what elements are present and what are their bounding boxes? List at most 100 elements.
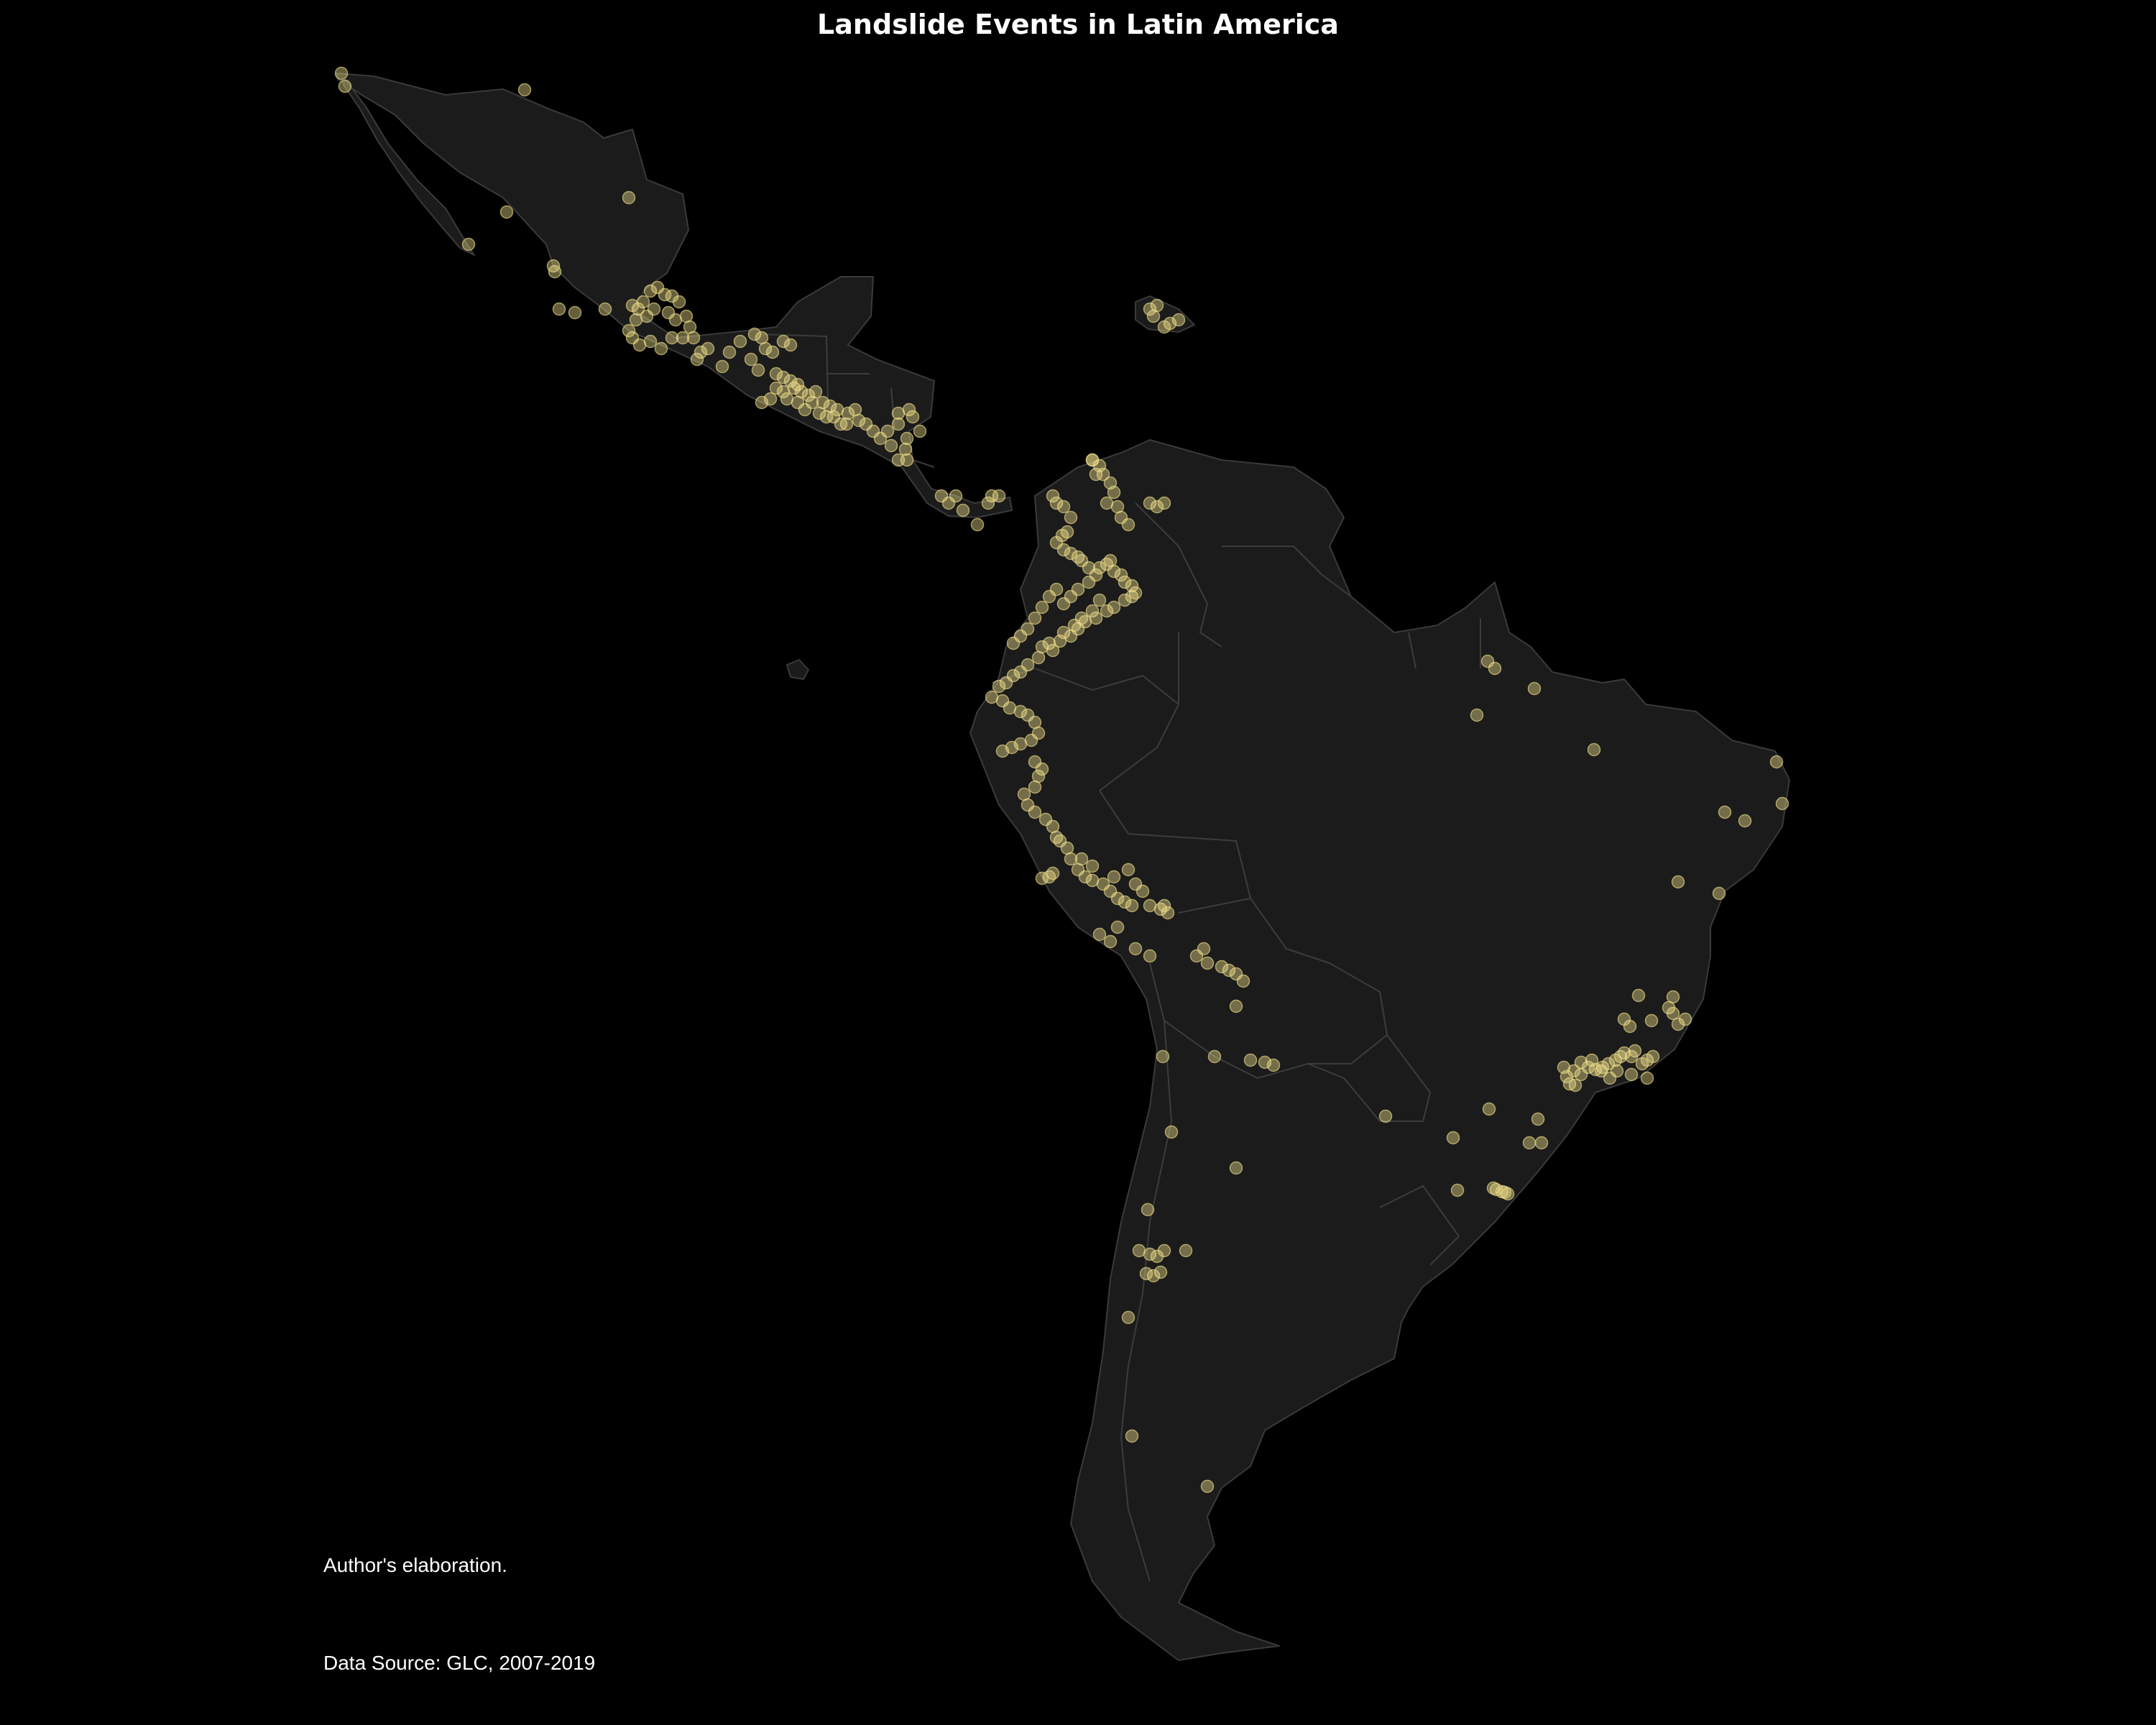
landslide-event-point (1712, 886, 1726, 901)
landslide-event-point (631, 302, 645, 316)
landslide-event-point (1215, 960, 1229, 974)
landslide-event-point (812, 406, 826, 420)
landslide-event-point (1071, 582, 1085, 597)
landslide-event-point (1006, 636, 1021, 650)
landslide-event-point (1139, 1266, 1153, 1281)
landslide-event-point (1143, 496, 1157, 510)
south-america-landmass (969, 439, 1790, 1661)
landslide-event-point (949, 489, 963, 503)
landslide-event-point (1534, 1136, 1549, 1150)
border-bolivia (1149, 897, 1388, 1080)
baja-california-landmass (343, 78, 475, 256)
landslide-event-point (1125, 1429, 1139, 1443)
landslide-event-point (1074, 852, 1089, 866)
landslide-event-point (884, 438, 898, 453)
landslide-event-point (690, 352, 704, 367)
landslide-event-point (1646, 1049, 1660, 1064)
landslide-event-point (1179, 1243, 1193, 1258)
landslide-event-point (1574, 1055, 1588, 1070)
landslide-event-point (1378, 1109, 1393, 1123)
landslide-event-point (622, 190, 636, 205)
landslide-event-point (461, 237, 476, 252)
landslide-event-point (1071, 550, 1085, 564)
landslide-event-point (1156, 1049, 1170, 1064)
landslide-event-point (1171, 313, 1186, 327)
landslide-event-point (1103, 934, 1118, 949)
landslide-event-point (898, 442, 913, 456)
landslide-event-point (1107, 600, 1121, 615)
landslide-event-point (1114, 568, 1128, 582)
landslide-event-point (1092, 561, 1107, 575)
landslide-event-point (654, 341, 668, 356)
landslide-event-point (701, 341, 715, 356)
landslide-event-point (1488, 661, 1502, 676)
landslide-event-point (1092, 593, 1107, 607)
border-paraguay (1307, 1034, 1432, 1122)
landslide-event-point (970, 518, 985, 532)
landslide-event-point (1013, 665, 1028, 679)
border-guianas (1222, 546, 1481, 669)
landslide-event-point (1644, 1013, 1659, 1028)
landslide-event-point (1064, 852, 1078, 866)
landslide-event-point (1085, 453, 1100, 467)
landslide-event-point (1128, 942, 1143, 956)
landslide-event-point (1089, 568, 1103, 582)
landslide-event-point (568, 305, 582, 320)
landslide-event-point (852, 413, 866, 428)
landslide-event-point (1035, 762, 1049, 776)
landslide-event-point (1738, 814, 1752, 828)
landslide-event-point (839, 417, 854, 431)
landslide-event-point (906, 410, 920, 424)
landslide-event-point (668, 313, 683, 327)
landslide-event-point (1143, 1247, 1157, 1261)
landslide-event-point (1197, 942, 1211, 956)
landslide-event-point (1522, 1136, 1537, 1150)
landslide-event-point (1666, 1006, 1680, 1021)
caption-source: Data Source: GLC, 2007-2019 (323, 1652, 596, 1674)
landslide-event-point (744, 352, 758, 367)
landslide-event-point (999, 676, 1013, 690)
landslide-event-point (1096, 467, 1110, 482)
landslide-event-point (1128, 877, 1143, 891)
landslide-event-point (1085, 859, 1100, 873)
landslide-event-point (1628, 1044, 1642, 1058)
landslide-event-point (1150, 298, 1164, 313)
landslide-event-point (1678, 1012, 1692, 1026)
landslide-event-point (1141, 1202, 1155, 1217)
landslide-event-point (1153, 902, 1168, 916)
landslide-event-point (1028, 780, 1042, 794)
landslide-event-point (1143, 302, 1157, 316)
landslide-event-point (1121, 518, 1135, 532)
landslide-event-point (1222, 963, 1236, 978)
landslide-event-point (1125, 579, 1139, 593)
landslide-event-point (1100, 604, 1114, 618)
landslide-event-point (1603, 1071, 1617, 1085)
landslide-event-point (1671, 875, 1685, 889)
caption-note: Author's elaboration. (323, 1554, 507, 1576)
landslide-event-point (643, 284, 658, 298)
landslide-event-point (1631, 988, 1646, 1003)
landslide-event-point (625, 331, 640, 345)
landslide-event-point (791, 395, 805, 410)
landslide-event-point (1107, 870, 1121, 884)
landslide-event-point (1623, 1019, 1637, 1034)
landslide-event-point (334, 66, 349, 80)
landslide-event-point (1243, 1053, 1258, 1067)
landslide-event-point (1718, 805, 1732, 819)
landslide-event-point (992, 679, 1006, 694)
landslide-event-point (1567, 1064, 1581, 1078)
landslide-event-point (1587, 742, 1601, 757)
landslide-event-point (1581, 1060, 1595, 1075)
landslide-event-point (1107, 564, 1121, 579)
landslide-event-point (1482, 1102, 1496, 1116)
landslide-event-point (769, 381, 783, 395)
landslide-event-point (1153, 1265, 1168, 1279)
border-peru-brazil (1098, 632, 1251, 899)
landslide-event-point (1042, 589, 1056, 604)
landslide-event-point (1121, 1310, 1135, 1325)
landslide-events-layer (334, 66, 1789, 1494)
landslide-event-point (1118, 895, 1132, 909)
landslide-event-point (1207, 1049, 1222, 1064)
landslide-event-point (1035, 600, 1049, 615)
